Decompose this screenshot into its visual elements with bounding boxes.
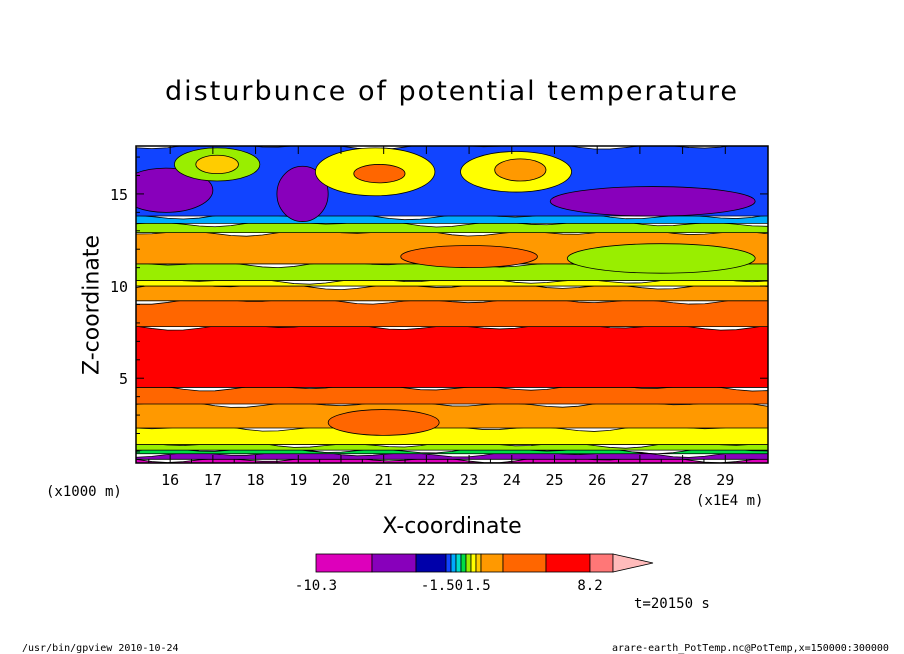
colorbar-bin (502, 553, 547, 573)
colorbar-bin (545, 553, 591, 573)
x-tick-label: 29 (716, 471, 734, 489)
colorbar-bin (455, 553, 462, 573)
x-tick-label: 18 (247, 471, 265, 489)
colorbar-bin (475, 553, 482, 573)
colorbar-bin (315, 553, 373, 573)
x-tick-label: 20 (332, 471, 350, 489)
x-tick-label: 23 (460, 471, 478, 489)
contour-cell (494, 158, 547, 182)
colorbar-bin (470, 553, 477, 573)
contour-band (136, 322, 768, 388)
colorbar-label: 8.2 (577, 578, 602, 594)
contour-cell (136, 167, 214, 213)
y-scale-note: (x1000 m) (46, 484, 122, 500)
colorbar-bin (371, 553, 417, 573)
colorbar-bin (480, 553, 504, 573)
x-tick-label: 27 (631, 471, 649, 489)
x-tick-label: 24 (503, 471, 521, 489)
y-tick-label: 15 (110, 186, 128, 204)
x-scale-note: (x1E4 m) (696, 493, 764, 509)
colorbar-bin (460, 553, 467, 573)
time-annotation: t=20150 s (634, 596, 710, 612)
x-tick-label: 19 (289, 471, 307, 489)
x-tick-label: 26 (588, 471, 606, 489)
contour-band (136, 400, 768, 429)
colorbar-label: 1.5 (465, 578, 490, 594)
y-tick-label: 5 (119, 370, 128, 388)
colorbar-bin (450, 553, 457, 573)
colorbar-bin (589, 553, 614, 573)
x-tick-label: 25 (545, 471, 563, 489)
contour-cell (549, 186, 756, 217)
colorbar-bin (465, 553, 472, 573)
contour-cell (195, 154, 239, 175)
contour-cell (400, 245, 538, 269)
x-tick-label: 28 (674, 471, 692, 489)
colorbar-bin (415, 553, 447, 573)
colorbar: -10.3 -1.50 1.5 8.2 (295, 553, 654, 594)
x-axis-label: X-coordinate (382, 514, 522, 539)
y-tick-label: 10 (110, 278, 128, 296)
x-tick-label: 16 (161, 471, 179, 489)
colorbar-extension (612, 553, 654, 573)
y-axis-label: Z-coordinate (79, 235, 105, 375)
footer-left: /usr/bin/gpview 2010-10-24 (22, 643, 179, 654)
colorbar-label: -1.50 (421, 578, 463, 594)
contour-band (136, 296, 768, 328)
x-tick-label: 17 (204, 471, 222, 489)
contour-field (136, 146, 768, 463)
contour-cell (566, 243, 756, 274)
contour-cell (276, 165, 329, 222)
footer-right: arare-earth_PotTemp.nc@PotTemp,x=150000:… (612, 643, 889, 654)
x-tick-label: 22 (417, 471, 435, 489)
colorbar-label: -10.3 (295, 578, 337, 594)
contour-cell (327, 409, 440, 436)
contour-cell (353, 164, 406, 184)
chart-title: disturbunce of potential temperature (165, 76, 739, 107)
colorbar-bin (445, 553, 452, 573)
x-axis-ticks: 16 17 18 19 20 21 22 23 24 25 26 27 28 29 (148, 146, 748, 489)
x-tick-label: 21 (375, 471, 393, 489)
y-axis-ticks: 5 10 15 (110, 156, 768, 453)
